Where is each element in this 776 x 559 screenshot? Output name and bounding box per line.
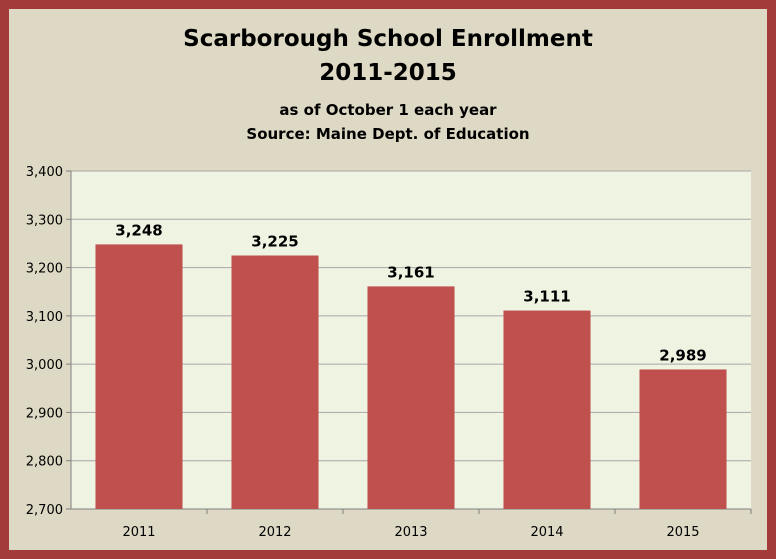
data-label: 3,225 [251,233,298,251]
x-tick-label: 2013 [394,525,427,540]
chart-subtitle: as of October 1 each year [279,101,497,119]
bar-2011 [95,244,183,509]
bar-2012 [231,255,319,509]
chart-source: Source: Maine Dept. of Education [246,125,530,143]
y-tick-label: 3,100 [26,310,63,325]
y-tick-label: 2,700 [26,503,63,518]
bar-2015 [639,369,727,509]
y-tick-label: 3,200 [26,262,63,277]
y-tick-label: 2,800 [26,455,63,470]
x-tick-label: 2012 [258,525,291,540]
y-tick-label: 3,000 [26,358,63,373]
x-tick-label: 2015 [666,525,699,540]
y-tick-label: 3,300 [26,213,63,228]
chart-title-years: 2011-2015 [319,60,457,86]
data-label: 3,111 [523,288,570,306]
y-tick-label: 3,400 [26,165,63,180]
y-tick-label: 2,900 [26,406,63,421]
x-tick-label: 2014 [530,525,563,540]
data-label: 2,989 [659,346,706,364]
bar-2013 [367,286,455,509]
data-label: 3,248 [115,221,162,239]
x-tick-label: 2011 [122,525,155,540]
bar-2014 [503,310,591,509]
data-label: 3,161 [387,263,434,281]
chart-title: Scarborough School Enrollment [183,26,593,52]
